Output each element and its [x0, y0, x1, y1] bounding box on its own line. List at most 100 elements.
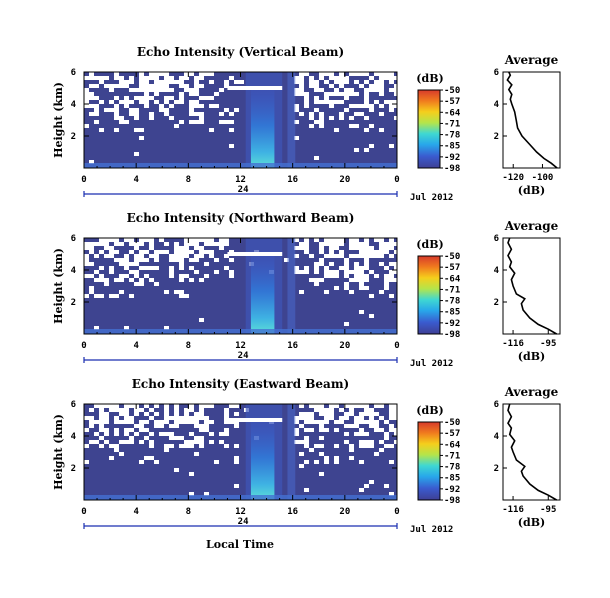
y-tick-label: 2 — [71, 132, 76, 142]
missing-cell — [299, 404, 304, 408]
missing-cell — [164, 250, 169, 254]
missing-cell — [329, 408, 334, 412]
missing-cell — [164, 84, 169, 88]
missing-cell — [129, 250, 134, 254]
missing-cell — [389, 144, 394, 148]
missing-cell — [184, 238, 189, 242]
missing-cell — [134, 262, 139, 266]
missing-cell — [179, 436, 184, 440]
missing-cell — [389, 262, 394, 266]
missing-cell — [304, 420, 309, 424]
missing-cell — [164, 444, 169, 448]
missing-cell — [159, 250, 164, 254]
missing-cell — [339, 92, 344, 96]
colorbar-tick-label: -50 — [444, 252, 460, 262]
missing-cell — [354, 80, 359, 84]
missing-cell — [164, 408, 169, 412]
y-tick-label: 4 — [71, 266, 77, 276]
missing-cell — [334, 274, 339, 278]
missing-cell — [354, 270, 359, 274]
missing-cell — [169, 96, 174, 100]
missing-cell — [219, 88, 224, 92]
missing-cell — [354, 274, 359, 278]
missing-cell — [319, 452, 324, 456]
date-label: 24 — [238, 351, 249, 361]
missing-cell — [389, 270, 394, 274]
missing-cell — [374, 428, 379, 432]
missing-cell — [379, 80, 384, 84]
missing-cell — [209, 250, 214, 254]
missing-cell — [114, 250, 119, 254]
missing-cell — [349, 242, 354, 246]
x-tick-label: 0 — [81, 507, 86, 517]
missing-cell — [304, 72, 309, 76]
missing-cell — [134, 254, 139, 258]
missing-cell — [84, 96, 89, 100]
missing-cell — [364, 432, 369, 436]
missing-cell — [364, 104, 369, 108]
missing-cell — [309, 412, 314, 416]
missing-cell — [119, 242, 124, 246]
missing-cell — [154, 76, 159, 80]
missing-cell — [169, 270, 174, 274]
missing-cell — [359, 286, 364, 290]
missing-cell — [209, 432, 214, 436]
missing-cell — [384, 266, 389, 270]
missing-cell — [204, 492, 209, 496]
missing-cell — [314, 444, 319, 448]
colorbar-tick-label: -78 — [444, 131, 460, 141]
profile-y-tick-label: 6 — [494, 234, 499, 244]
missing-cell — [164, 404, 169, 408]
missing-cell — [384, 484, 389, 488]
missing-cell — [189, 266, 194, 270]
profile-x-label: (dB) — [518, 350, 545, 363]
missing-cell — [129, 112, 134, 116]
missing-cell — [139, 278, 144, 282]
missing-cell — [134, 112, 139, 116]
missing-cell — [299, 412, 304, 416]
missing-cell — [349, 412, 354, 416]
missing-cell — [139, 282, 144, 286]
missing-cell — [149, 254, 154, 258]
missing-cell — [339, 254, 344, 258]
missing-cell — [129, 428, 134, 432]
missing-cell — [94, 440, 99, 444]
missing-cell — [114, 116, 119, 120]
missing-cell — [134, 408, 139, 412]
missing-cell — [119, 452, 124, 456]
missing-cell — [99, 436, 104, 440]
missing-cell — [199, 238, 204, 242]
missing-cell — [334, 76, 339, 80]
missing-cell — [114, 76, 119, 80]
y-axis-label: Height (km) — [52, 248, 65, 324]
missing-cell — [184, 440, 189, 444]
missing-cell — [349, 444, 354, 448]
missing-cell — [374, 88, 379, 92]
missing-cell — [99, 100, 104, 104]
colorbar-tick-label: -92 — [444, 153, 460, 163]
missing-cell — [139, 408, 144, 412]
missing-cell — [389, 100, 394, 104]
x-tick-label: 0 — [81, 341, 86, 351]
missing-cell — [194, 242, 199, 246]
missing-cell — [99, 424, 104, 428]
missing-cell — [164, 100, 169, 104]
x-tick-label: 20 — [339, 341, 350, 351]
missing-cell — [374, 100, 379, 104]
missing-cell — [329, 246, 334, 250]
panel-title: Echo Intensity (Northward Beam) — [127, 211, 355, 225]
missing-cell — [99, 444, 104, 448]
panel-1: Echo Intensity (Vertical Beam)246Height … — [52, 45, 561, 203]
missing-cell — [144, 84, 149, 88]
missing-cell — [119, 100, 124, 104]
missing-cell — [89, 160, 94, 164]
missing-cell — [314, 84, 319, 88]
missing-cell — [234, 412, 239, 416]
missing-cell — [194, 436, 199, 440]
missing-cell — [89, 104, 94, 108]
missing-cell — [89, 290, 94, 294]
missing-cell — [149, 444, 154, 448]
missing-cell — [379, 242, 384, 246]
profile-y-tick-label: 6 — [494, 68, 499, 78]
missing-cell — [179, 92, 184, 96]
